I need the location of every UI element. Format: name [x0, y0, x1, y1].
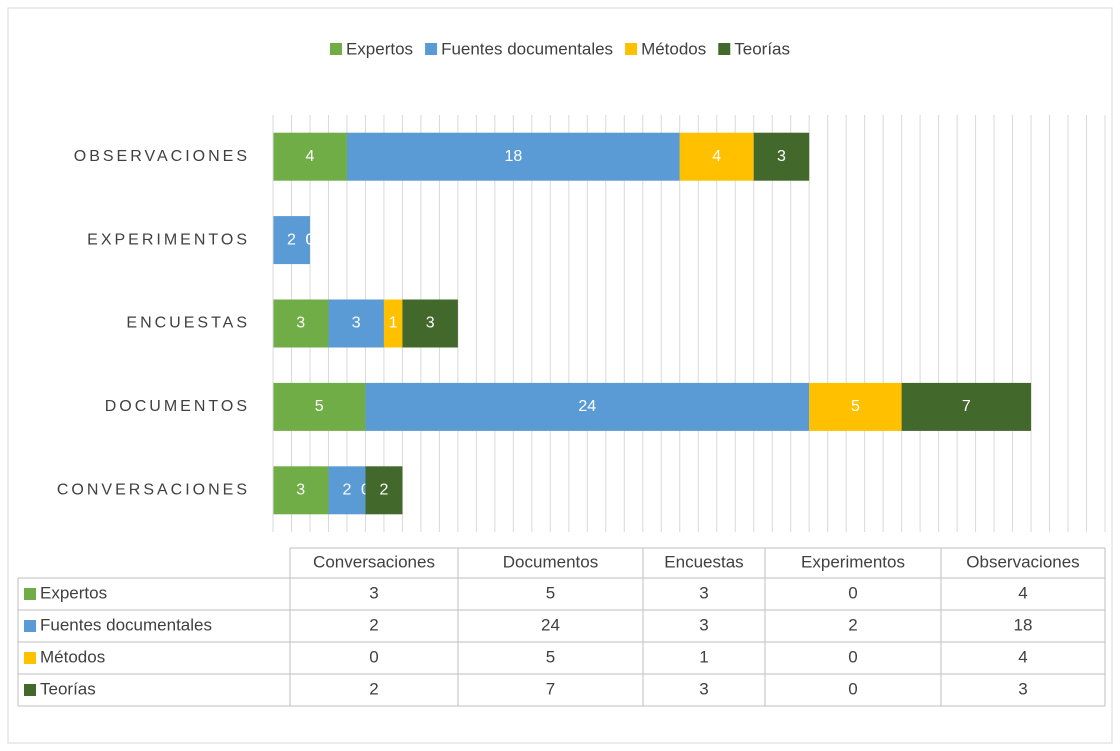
table-header: Observaciones: [966, 552, 1079, 571]
table-cell: 3: [699, 583, 708, 602]
data-label: 3: [777, 148, 786, 165]
table-cell: 24: [541, 615, 560, 634]
data-label: 7: [962, 398, 971, 415]
bar-segment: [273, 466, 329, 515]
data-label: 4: [306, 148, 315, 165]
table-cell: 7: [546, 679, 555, 698]
data-label: 5: [851, 398, 860, 415]
table-row-label: Teorías: [40, 679, 96, 698]
legend-swatch: [329, 43, 342, 55]
data-label: 1: [389, 315, 398, 332]
legend-swatch: [425, 43, 438, 55]
table-cell: 2: [369, 679, 378, 698]
y-tick-label: Conversaciones: [57, 482, 250, 499]
bar-segment: [328, 466, 366, 515]
legend-label: Fuentes documentales: [441, 39, 613, 58]
bar-segment: [273, 299, 329, 348]
table-row-label: Métodos: [40, 647, 105, 666]
bar-segment: [365, 466, 403, 515]
data-label: 4: [712, 148, 721, 165]
table-cell: 0: [369, 647, 378, 666]
table-swatch: [24, 684, 36, 696]
data-label: 3: [296, 315, 305, 332]
data-label: 2: [287, 231, 296, 248]
table-cell: 5: [546, 583, 555, 602]
table-swatch: [24, 588, 36, 600]
bar-segment: [383, 299, 403, 348]
bar-segment: [328, 299, 384, 348]
table-swatch: [24, 620, 36, 632]
table-cell: 2: [848, 615, 857, 634]
table-header: Documentos: [503, 552, 598, 571]
table-cell: 3: [699, 615, 708, 634]
data-label: 18: [504, 148, 522, 165]
table-cell: 3: [699, 679, 708, 698]
legend-swatch: [718, 43, 731, 55]
legend-label: Expertos: [346, 39, 413, 58]
table-cell: 4: [1018, 647, 1027, 666]
data-label: 0: [306, 231, 315, 248]
table-cell: 5: [546, 647, 555, 666]
y-tick-label: Encuestas: [126, 315, 250, 332]
legend-label: Teorías: [734, 39, 790, 58]
table-cell: 0: [848, 647, 857, 666]
data-label: 2: [343, 482, 352, 499]
bar-segment: [679, 132, 754, 181]
y-tick-label: Experimentos: [87, 231, 250, 248]
bar-segment: [402, 299, 458, 348]
data-label: 3: [426, 315, 435, 332]
bar-segment: [365, 382, 810, 431]
bar-segment: [753, 132, 810, 181]
table-cell: 3: [369, 583, 378, 602]
table-header: Encuestas: [664, 552, 743, 571]
bar-segment: [273, 132, 347, 181]
table-cell: 4: [1018, 583, 1027, 602]
table-cell: 1: [699, 647, 708, 666]
y-tick-label: Documentos: [105, 398, 250, 415]
data-label: 3: [296, 482, 305, 499]
data-label: 3: [352, 315, 361, 332]
table-cell: 0: [848, 583, 857, 602]
data-label: 24: [578, 398, 596, 415]
table-row-label: Fuentes documentales: [40, 615, 212, 634]
bar-segment: [346, 132, 680, 181]
legend-label: Métodos: [641, 39, 706, 58]
data-label: 2: [379, 482, 388, 499]
table-cell: 0: [848, 679, 857, 698]
table-row-label: Expertos: [40, 583, 107, 602]
y-tick-label: Observaciones: [74, 148, 250, 165]
table-header: Experimentos: [801, 552, 905, 571]
data-label: 0: [306, 231, 315, 248]
bar-segment: [273, 216, 310, 265]
table-cell: 18: [1014, 615, 1033, 634]
table-cell: 2: [369, 615, 378, 634]
bar-segment: [809, 382, 902, 431]
bar-segment: [273, 382, 366, 431]
legend-swatch: [625, 43, 638, 55]
table-cell: 3: [1018, 679, 1027, 698]
data-label: 5: [315, 398, 324, 415]
bar-segment: [901, 382, 1032, 431]
table-header: Conversaciones: [313, 552, 435, 571]
chart-frame: [7, 7, 1113, 744]
table-swatch: [24, 652, 36, 664]
